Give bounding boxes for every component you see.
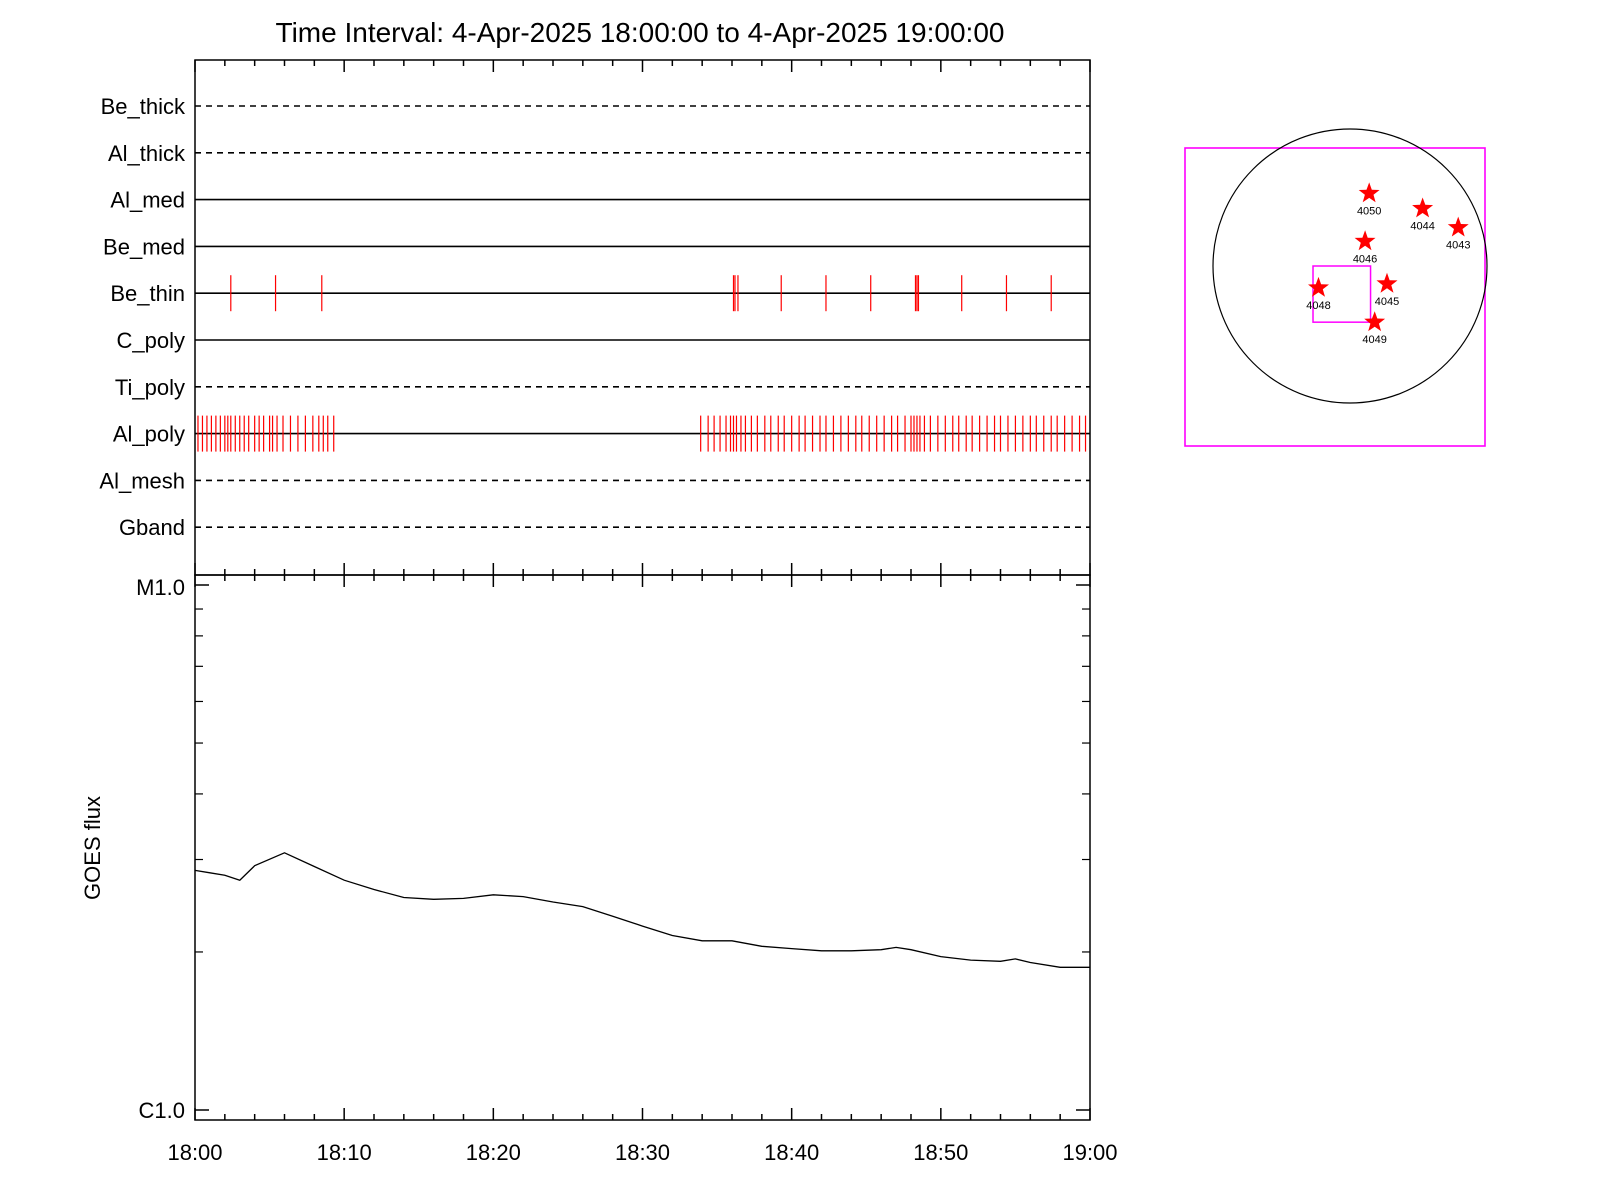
timeline-ticks — [194, 60, 1091, 1120]
active-region-label: 4048 — [1306, 300, 1330, 312]
active-region-label: 4046 — [1353, 253, 1377, 265]
solar-disk-panel: 4050 4044 4043 4046 4045 4048 4049 — [1184, 128, 1488, 447]
chart-title: Time Interval: 4-Apr-2025 18:00:00 to 4-… — [276, 17, 1005, 48]
active-region-star — [1412, 197, 1434, 218]
row-label-Al_mesh: Al_mesh — [99, 468, 185, 493]
row-label-Al_med: Al_med — [110, 188, 185, 213]
active-region-star — [1376, 272, 1398, 293]
timeline-rows: Be_thick Al_thick Al_med Be_med Be_thin C_pol… — [99, 94, 1090, 540]
disk-outer-frame — [1184, 147, 1486, 447]
row-label-Gband: Gband — [119, 515, 185, 540]
active-region-label: 4050 — [1357, 205, 1381, 217]
solar-disk — [1212, 128, 1488, 404]
row-label-Ti_poly: Ti_poly — [115, 375, 185, 400]
goes-flux-panel: M1.0 C1.0 GOES flux 18:00 18:10 18:20 18:30… — [80, 574, 1118, 1165]
row-label-Al_poly: Al_poly — [113, 422, 185, 447]
y-tick-label-bottom: C1.0 — [139, 1098, 185, 1123]
y-tick-label-top: M1.0 — [136, 575, 185, 600]
active-region-label: 4049 — [1362, 334, 1386, 346]
row-label-Be_thin: Be_thin — [110, 281, 185, 306]
x-tick-label: 19:00 — [1062, 1140, 1117, 1165]
row-label-Al_thick: Al_thick — [108, 141, 186, 166]
row-label-C_poly: C_poly — [117, 328, 185, 353]
active-region-star — [1447, 216, 1469, 237]
x-tick-label: 18:30 — [615, 1140, 670, 1165]
x-tick-label: 18:10 — [317, 1140, 372, 1165]
active-region-label: 4045 — [1375, 296, 1399, 308]
goes-ticks — [195, 584, 1090, 1111]
y-axis-label: GOES flux — [80, 796, 105, 900]
active-region-star — [1358, 182, 1380, 203]
x-tick-label: 18:20 — [466, 1140, 521, 1165]
row-label-Be_med: Be_med — [103, 234, 185, 259]
active-region-markers: 4050 4044 4043 4046 4045 4048 4049 — [1306, 182, 1470, 346]
active-region-label: 4044 — [1410, 220, 1434, 232]
filter-timeline-panel: Be_thick Al_thick Al_med Be_med Be_thin C_pol… — [99, 59, 1091, 1120]
x-tick-labels: 18:00 18:10 18:20 18:30 18:40 18:50 19:00 — [167, 1140, 1117, 1165]
active-region-star — [1308, 276, 1329, 297]
active-region-star — [1354, 230, 1376, 251]
x-tick-label: 18:40 — [764, 1140, 819, 1165]
active-region-label: 4043 — [1446, 240, 1470, 252]
goes-flux-line — [194, 852, 1090, 968]
x-tick-label: 18:00 — [167, 1140, 222, 1165]
goes-frame — [194, 574, 1091, 1121]
x-tick-label: 18:50 — [913, 1140, 968, 1165]
timeline-frame — [194, 59, 1091, 576]
row-label-Be_thick: Be_thick — [101, 94, 186, 119]
active-region-star — [1364, 311, 1386, 332]
